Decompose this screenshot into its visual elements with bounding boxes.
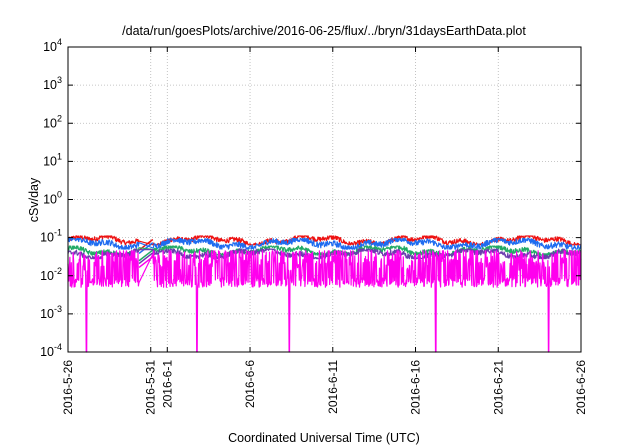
y-tick-label: 10-1 xyxy=(40,228,62,245)
x-tick-label: 2016-5-31 xyxy=(144,360,158,415)
y-tick-label: 101 xyxy=(43,151,62,168)
gap-bridge-line xyxy=(138,252,154,265)
x-tick-label: 2016-6-1 xyxy=(160,360,174,408)
y-tick-label: 103 xyxy=(43,75,62,92)
x-tick-label: 2016-5-26 xyxy=(61,360,75,415)
series-line xyxy=(67,250,582,353)
gap-bridge-line xyxy=(138,256,154,269)
gap-bridge-line xyxy=(138,249,154,262)
y-tick-label: 102 xyxy=(43,113,62,130)
x-tick-label: 2016-6-11 xyxy=(326,360,340,414)
y-tick-label: 10-3 xyxy=(40,304,62,321)
y-tick-label: 100 xyxy=(43,190,62,207)
y-tick-label: 10-4 xyxy=(40,342,62,359)
plot-frame xyxy=(67,46,582,353)
x-tick-label: 2016-6-16 xyxy=(409,360,423,415)
series-line xyxy=(67,237,582,250)
x-tick-label: 2016-6-26 xyxy=(574,360,588,415)
chart-title: /data/run/goesPlots/archive/2016-06-25/f… xyxy=(122,24,526,38)
chart-ticks: 10-4 10-3 10-2 10-1 100 101 102 103 104 2016-5-26… xyxy=(40,37,588,415)
y-tick-label: 10-2 xyxy=(40,266,62,283)
series-line xyxy=(67,248,582,260)
y-tick-label: 104 xyxy=(43,37,62,54)
y-axis-label: cSv/day xyxy=(27,177,41,222)
x-axis-label: Coordinated Universal Time (UTC) xyxy=(228,431,420,445)
x-tick-label: 2016-6-21 xyxy=(491,360,505,415)
x-tick-label: 2016-6-6 xyxy=(243,360,257,408)
chart-grid xyxy=(68,47,581,352)
chart-series xyxy=(67,235,582,353)
